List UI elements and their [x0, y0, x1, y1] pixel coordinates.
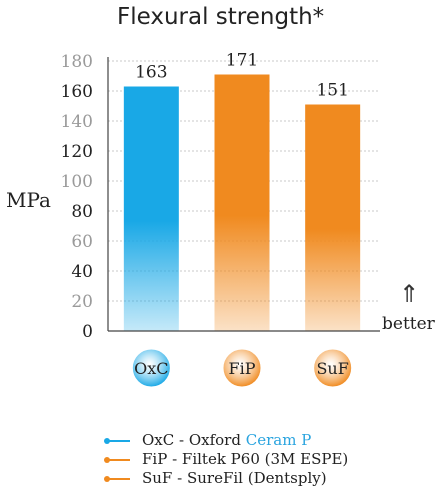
y-tick-label: 20 — [71, 292, 93, 312]
y-tick-label: 40 — [71, 262, 93, 282]
data-labels: 163 171 151 — [135, 51, 349, 101]
legend-line — [108, 458, 130, 461]
legend-dot — [104, 456, 110, 463]
legend-dot — [104, 437, 110, 444]
data-label-oxc: 163 — [135, 63, 167, 83]
category-badge-suf — [313, 348, 353, 388]
legend-sep: - — [167, 450, 182, 468]
y-axis-label: MPa — [6, 188, 51, 212]
legend: OxC - Oxford Ceram P FiP - Filtek P60 (3… — [104, 431, 348, 488]
legend-item-suf: SuF - SureFil (Dentsply) — [104, 469, 348, 488]
category-badge-oxc — [131, 348, 171, 388]
better-label: better — [382, 314, 436, 334]
data-label-suf: 151 — [316, 81, 348, 101]
bar-oxc — [123, 86, 179, 331]
axes — [107, 57, 380, 332]
legend-dot — [104, 475, 110, 482]
legend-line — [108, 439, 130, 442]
category-label-suf: SuF — [316, 359, 348, 378]
category-label-fip: FiP — [229, 359, 256, 378]
legend-item-oxc: OxC - Oxford Ceram P — [104, 431, 348, 450]
bar-fip — [214, 74, 270, 331]
legend-accent: Ceram P — [245, 431, 312, 449]
y-tick-label: 100 — [61, 172, 93, 192]
category-label-oxc: OxC — [134, 359, 168, 378]
y-tick-label: 180 — [61, 52, 93, 72]
chart-title: Flexural strength* — [117, 4, 325, 30]
y-tick-label: 160 — [61, 82, 93, 102]
legend-marker-icon — [104, 436, 130, 446]
legend-sep: - — [172, 469, 187, 487]
category-badges: OxC FiP SuF — [131, 348, 353, 388]
legend-line — [108, 477, 130, 480]
legend-item-fip: FiP - Filtek P60 (3M ESPE) — [104, 450, 348, 469]
legend-sep: - — [174, 431, 189, 449]
up-arrow-icon: ⇑ — [399, 280, 419, 308]
y-tick-label: 80 — [71, 202, 93, 222]
legend-marker-icon — [104, 474, 130, 484]
legend-marker-icon — [104, 455, 130, 465]
legend-name: SureFil (Dentsply) — [186, 469, 327, 487]
y-tick-labels: 0 20 40 60 80 100 120 140 160 180 — [61, 52, 93, 342]
y-tick-label: 0 — [82, 322, 93, 342]
legend-code: FiP — [142, 450, 168, 468]
legend-name: Oxford — [188, 431, 246, 449]
legend-code: OxC — [142, 431, 175, 449]
legend-name: Filtek P60 (3M ESPE) — [181, 450, 349, 468]
y-tick-label: 60 — [71, 232, 93, 252]
legend-code: SuF — [142, 469, 173, 487]
y-tick-label: 120 — [61, 142, 93, 162]
bar-chart: 0 20 40 60 80 100 120 140 160 180 163 171 151 OxC Fi… — [6, 51, 436, 388]
y-tick-label: 140 — [61, 112, 93, 132]
bar-suf — [305, 104, 361, 331]
category-badge-fip — [222, 348, 262, 388]
data-label-fip: 171 — [226, 51, 258, 71]
bars — [123, 74, 361, 331]
